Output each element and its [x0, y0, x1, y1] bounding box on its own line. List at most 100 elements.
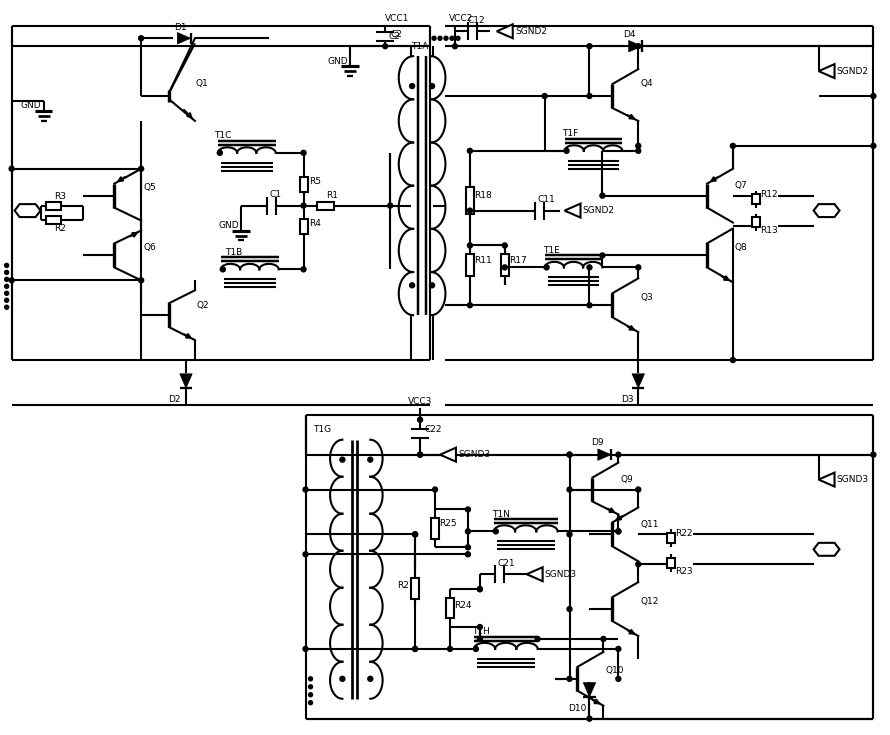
Circle shape: [465, 529, 471, 534]
Text: EN1: EN1: [20, 206, 36, 215]
Circle shape: [409, 283, 415, 288]
Text: R24: R24: [454, 600, 472, 609]
Circle shape: [502, 265, 507, 270]
Circle shape: [430, 283, 434, 288]
Circle shape: [309, 677, 312, 681]
Text: D10: D10: [569, 704, 587, 713]
Circle shape: [309, 693, 312, 697]
Text: R11: R11: [473, 256, 491, 265]
Circle shape: [303, 552, 308, 557]
Polygon shape: [628, 40, 642, 52]
Text: R3: R3: [54, 192, 67, 201]
Circle shape: [417, 452, 423, 457]
Circle shape: [587, 265, 592, 270]
Circle shape: [535, 637, 540, 642]
Polygon shape: [180, 374, 192, 388]
Circle shape: [502, 243, 507, 248]
Bar: [668, 534, 676, 543]
Text: R2: R2: [54, 224, 67, 233]
Circle shape: [413, 532, 417, 537]
Bar: [300, 219, 308, 234]
Circle shape: [4, 284, 9, 288]
Polygon shape: [497, 24, 513, 38]
Text: D2: D2: [168, 395, 181, 404]
Circle shape: [635, 265, 641, 270]
Circle shape: [616, 529, 621, 534]
Text: SGND2: SGND2: [582, 206, 614, 215]
Bar: [46, 215, 61, 223]
Text: EN2: EN2: [818, 206, 835, 215]
Circle shape: [4, 263, 9, 268]
Text: VCC2: VCC2: [449, 14, 473, 23]
Bar: [46, 201, 61, 209]
Circle shape: [388, 203, 392, 208]
Circle shape: [544, 265, 549, 270]
Circle shape: [467, 208, 473, 213]
Polygon shape: [14, 204, 41, 217]
Circle shape: [340, 676, 345, 681]
Text: T1F: T1F: [562, 129, 578, 138]
Text: R23: R23: [676, 567, 692, 576]
Text: Q3: Q3: [640, 293, 653, 302]
Circle shape: [309, 685, 312, 689]
Circle shape: [4, 270, 9, 274]
Circle shape: [635, 148, 641, 154]
Circle shape: [567, 487, 572, 492]
Text: C1: C1: [269, 190, 281, 199]
Circle shape: [217, 151, 222, 155]
Circle shape: [4, 291, 9, 295]
Circle shape: [567, 676, 572, 681]
Text: R22: R22: [676, 529, 692, 538]
Text: T1A: T1A: [411, 42, 428, 51]
Circle shape: [871, 143, 876, 148]
Text: T1N: T1N: [492, 510, 510, 519]
Circle shape: [616, 452, 621, 457]
Bar: [446, 598, 454, 618]
Text: SGND3: SGND3: [837, 475, 869, 484]
Circle shape: [139, 278, 143, 283]
Circle shape: [635, 143, 641, 148]
Text: Q10: Q10: [605, 667, 624, 675]
Text: R17: R17: [509, 256, 527, 265]
Bar: [466, 254, 473, 276]
Circle shape: [301, 203, 306, 208]
Bar: [300, 177, 308, 193]
Circle shape: [139, 36, 143, 40]
Circle shape: [564, 148, 569, 154]
Polygon shape: [598, 449, 611, 460]
Circle shape: [450, 36, 454, 40]
Circle shape: [413, 647, 417, 651]
Text: R4: R4: [310, 219, 321, 228]
Circle shape: [587, 716, 592, 721]
Bar: [431, 518, 439, 539]
Circle shape: [542, 93, 547, 98]
Circle shape: [600, 193, 605, 198]
Text: SGND2: SGND2: [515, 26, 547, 36]
Circle shape: [635, 43, 641, 49]
Circle shape: [417, 417, 423, 423]
Polygon shape: [813, 204, 839, 217]
Circle shape: [567, 606, 572, 612]
Circle shape: [417, 452, 423, 457]
Text: Q12: Q12: [640, 597, 659, 606]
Circle shape: [4, 277, 9, 282]
Circle shape: [368, 676, 373, 681]
Circle shape: [587, 43, 592, 49]
Text: R18: R18: [473, 191, 491, 200]
Circle shape: [448, 647, 452, 651]
Polygon shape: [527, 567, 543, 581]
Text: T1G: T1G: [313, 426, 332, 434]
Circle shape: [567, 452, 572, 457]
Text: VCC3: VCC3: [408, 398, 433, 406]
Polygon shape: [583, 683, 595, 697]
Circle shape: [493, 529, 498, 534]
Polygon shape: [819, 64, 835, 78]
Bar: [752, 195, 760, 204]
Circle shape: [731, 357, 735, 362]
Text: SGND3: SGND3: [545, 570, 577, 578]
Text: C2: C2: [390, 29, 402, 39]
Polygon shape: [813, 543, 839, 556]
Circle shape: [4, 305, 9, 309]
Text: T1B: T1B: [225, 248, 242, 257]
Circle shape: [731, 143, 735, 148]
